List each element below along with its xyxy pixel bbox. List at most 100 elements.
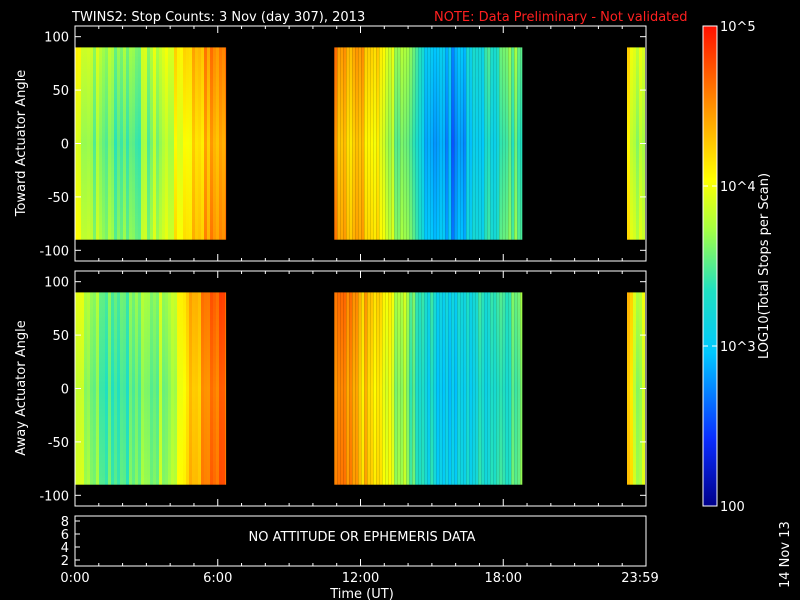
heatmap-column <box>96 47 99 240</box>
heatmap-column <box>180 292 183 485</box>
x-tick-label: 12:00 <box>342 571 379 586</box>
heatmap-column <box>448 292 452 485</box>
y-tick-label: 100 <box>44 276 69 291</box>
heatmap-column <box>141 292 144 485</box>
heatmap-column <box>403 292 407 485</box>
heatmap-column <box>87 47 90 240</box>
heatmap-column <box>174 292 177 485</box>
heatmap-column <box>105 47 108 240</box>
heatmap-column <box>147 292 150 485</box>
heatmap-column <box>207 47 210 240</box>
heatmap-column <box>114 292 117 485</box>
heatmap-column <box>81 292 84 485</box>
heatmap-column <box>463 47 467 240</box>
heatmap-column <box>216 292 219 485</box>
heatmap-column <box>630 292 633 485</box>
heatmap-column <box>138 292 141 485</box>
heatmap-column <box>216 47 219 240</box>
heatmap-column <box>150 47 153 240</box>
heatmap-column <box>108 47 111 240</box>
heatmap-column <box>114 47 117 240</box>
heatmap-column <box>177 47 180 240</box>
heatmap-column <box>505 292 509 485</box>
heatmap-column <box>159 292 162 485</box>
heatmap-column <box>141 47 144 240</box>
heatmap-column <box>343 292 347 485</box>
heatmap-column <box>442 292 446 485</box>
heatmap-column <box>117 47 120 240</box>
heatmap-column <box>189 292 192 485</box>
heatmap-column <box>343 47 347 240</box>
heatmap-column <box>445 292 449 485</box>
heatmap-column <box>511 292 515 485</box>
heatmap-column <box>162 47 165 240</box>
heatmap-column <box>496 47 500 240</box>
heatmap-column <box>186 292 189 485</box>
heatmap-column <box>493 47 497 240</box>
heatmap-column <box>397 292 401 485</box>
heatmap-column <box>204 47 207 240</box>
heatmap-column <box>123 292 126 485</box>
heatmap-column <box>370 47 374 240</box>
heatmap-segment-1 <box>75 292 227 485</box>
heatmap-column <box>382 292 386 485</box>
heatmap-column <box>499 292 503 485</box>
heatmap-column <box>400 292 404 485</box>
heatmap-column <box>180 47 183 240</box>
heatmap-column <box>340 47 344 240</box>
heatmap-column <box>177 292 180 485</box>
heatmap-column <box>472 292 476 485</box>
colorbar-gradient <box>702 25 718 507</box>
heatmap-column <box>463 292 467 485</box>
heatmap-column <box>87 292 90 485</box>
heatmap-column <box>460 292 464 485</box>
date-stamp: 14 Nov 13 <box>778 521 793 588</box>
heatmap-column <box>153 292 156 485</box>
heatmap-column <box>505 47 509 240</box>
heatmap-column <box>636 47 639 240</box>
heatmap-column <box>222 292 225 485</box>
y-tick-label: -50 <box>48 436 69 451</box>
heatmap-column <box>397 47 401 240</box>
heatmap-column <box>186 47 189 240</box>
heatmap-column <box>349 292 353 485</box>
heatmap-column <box>99 292 102 485</box>
heatmap-column <box>144 47 147 240</box>
away-panel: 100 50 0 -50 -100 Away Actuator Angle <box>14 270 647 507</box>
heatmap-column <box>120 292 123 485</box>
heatmap-column <box>451 292 455 485</box>
heatmap-column <box>201 292 204 485</box>
heatmap-column <box>436 292 440 485</box>
colorbar-tick-label: 10^4 <box>720 180 756 195</box>
heatmap-column <box>225 292 227 485</box>
heatmap-column <box>418 292 422 485</box>
heatmap-column <box>376 47 380 240</box>
heatmap-column <box>484 292 488 485</box>
heatmap-column <box>337 292 341 485</box>
heatmap-column <box>457 47 461 240</box>
heatmap-column <box>436 47 440 240</box>
heatmap-column <box>132 47 135 240</box>
heatmap-column <box>340 292 344 485</box>
heatmap-column <box>334 292 338 485</box>
heatmap-column <box>183 292 186 485</box>
heatmap-column <box>213 292 216 485</box>
heatmap-column <box>457 292 461 485</box>
heatmap-column <box>391 47 395 240</box>
heatmap-column <box>439 47 443 240</box>
heatmap-column <box>430 47 434 240</box>
heatmap-column <box>132 292 135 485</box>
heatmap-column <box>361 292 365 485</box>
heatmap-column <box>493 292 497 485</box>
heatmap-column <box>514 292 518 485</box>
heatmap-column <box>370 292 374 485</box>
heatmap-column <box>222 47 225 240</box>
heatmap-column <box>93 47 96 240</box>
heatmap-column <box>144 292 147 485</box>
heatmap-column <box>478 292 482 485</box>
y-tick-label: 50 <box>52 329 69 344</box>
heatmap-segment-2 <box>334 292 523 485</box>
heatmap-column <box>93 292 96 485</box>
